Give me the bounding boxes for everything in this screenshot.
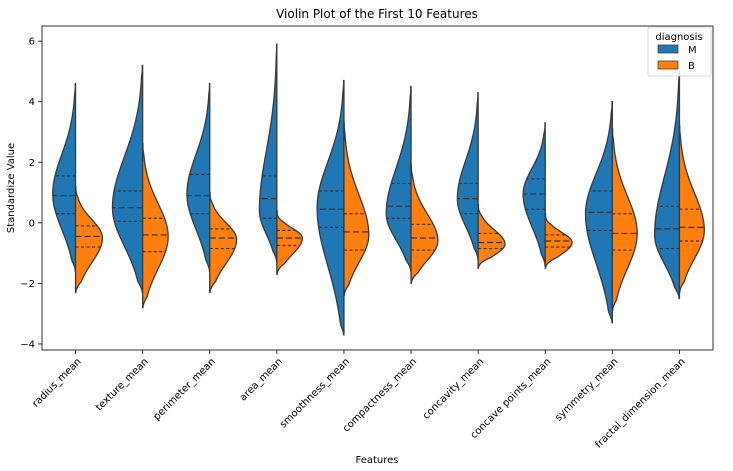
x-tick-label: smoothness_mean [278, 356, 352, 430]
legend-swatch-b [657, 60, 679, 70]
x-tick-label: concavity_mean [421, 356, 486, 421]
y-tick-label: −2 [20, 279, 35, 290]
violin-m-4 [316, 79, 345, 336]
violin-m-6 [456, 91, 479, 260]
y-axis: −4 −2 0 2 4 6 [20, 37, 42, 350]
x-tick-label: perimeter_mean [152, 356, 218, 422]
legend-title: diagnosis [655, 32, 702, 43]
violin-m-5 [385, 85, 412, 272]
x-tick-label: area_mean [238, 356, 285, 403]
violin-b-0 [74, 185, 104, 294]
plot-area [52, 43, 705, 336]
y-tick-label: −4 [20, 339, 35, 350]
x-tick-label: texture_mean [94, 356, 151, 413]
x-tick-label: radius_mean [30, 356, 83, 409]
legend-label-b: B [688, 61, 695, 72]
y-tick-label: 4 [29, 97, 35, 108]
x-tick-label: compactness_mean [341, 356, 419, 434]
chart-title: Violin Plot of the First 10 Features [276, 7, 478, 21]
y-tick-label: 2 [29, 158, 35, 169]
violin-b-6 [477, 203, 506, 269]
violin-m-1 [111, 64, 144, 294]
violin-b-2 [209, 191, 238, 294]
x-axis-label: Features [356, 455, 399, 466]
x-tick-label: symmetry_mean [553, 356, 620, 423]
violin-m-3 [258, 43, 278, 263]
y-tick-label: 6 [29, 37, 35, 48]
x-axis: radius_mean texture_mean perimeter_mean are… [30, 350, 688, 451]
violin-b-8 [611, 128, 638, 312]
legend-label-m: M [688, 45, 697, 56]
violin-m-2 [186, 82, 211, 272]
violin-b-1 [142, 143, 169, 309]
plot-frame [41, 25, 714, 351]
violin-b-3 [276, 210, 303, 275]
violin-m-9 [653, 70, 681, 300]
violin-m-0 [52, 82, 77, 272]
violin-b-4 [343, 122, 370, 297]
y-tick-label: 0 [29, 218, 35, 229]
y-axis-label: Standardize Value [6, 143, 17, 233]
legend: diagnosis M B [647, 26, 712, 77]
legend-swatch-m [657, 44, 679, 54]
